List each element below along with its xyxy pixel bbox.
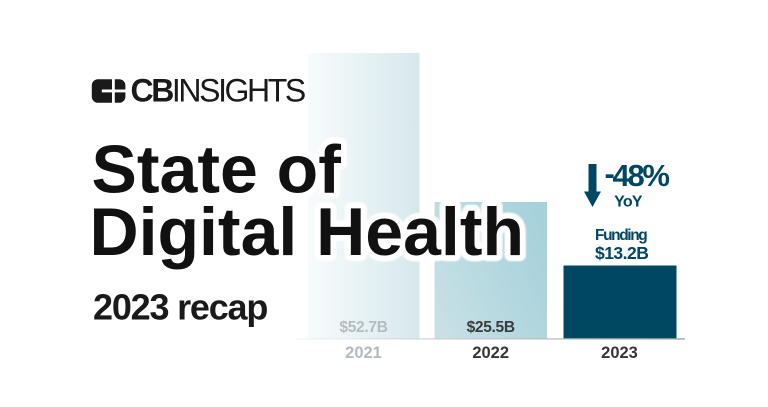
svg-text:$13.2B: $13.2B — [595, 243, 648, 263]
svg-text:2023: 2023 — [601, 344, 638, 362]
svg-text:Digital Health: Digital Health — [90, 194, 525, 270]
svg-text:2023 recap: 2023 recap — [93, 287, 267, 328]
svg-text:$25.5B: $25.5B — [467, 319, 515, 336]
svg-text:State of: State of — [92, 131, 342, 207]
svg-text:YoY: YoY — [614, 194, 643, 211]
svg-text:Funding: Funding — [595, 227, 647, 244]
svg-text:-48%: -48% — [605, 156, 670, 193]
svg-text:CBINSIGHTS: CBINSIGHTS — [131, 73, 305, 109]
svg-text:2022: 2022 — [472, 344, 509, 362]
svg-text:$52.7B: $52.7B — [339, 319, 387, 336]
svg-text:2021: 2021 — [345, 344, 382, 362]
svg-text:Digital Health: Digital Health — [90, 194, 525, 270]
svg-text:State of: State of — [92, 131, 342, 207]
